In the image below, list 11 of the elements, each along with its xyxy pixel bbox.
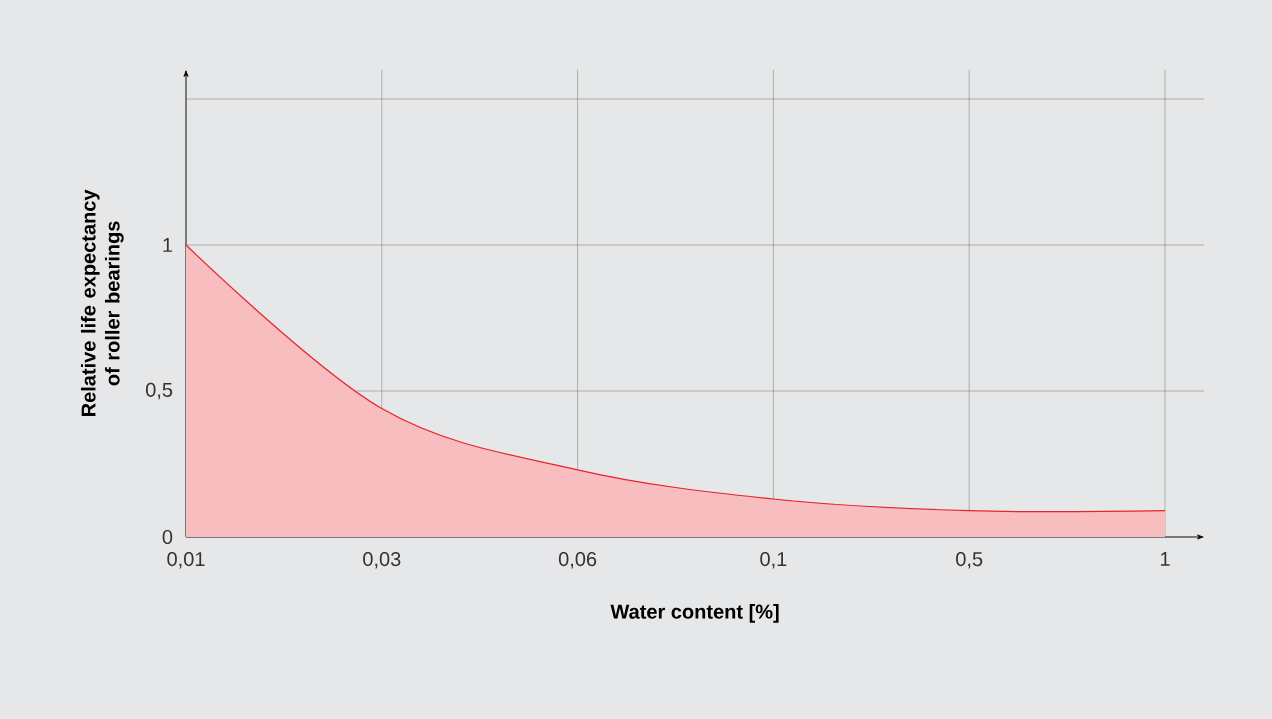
y-tick-label: 1 [163, 238, 173, 252]
x-tick-label: 0,06 [558, 551, 597, 569]
x-axis-title: Water content [%] [610, 604, 779, 623]
y-tick-label: 0 [162, 529, 173, 545]
x-tick-label: 1 [1160, 551, 1170, 566]
x-tick-label: 0,1 [760, 551, 787, 569]
x-tick-label: 0,5 [956, 551, 983, 569]
y-axis-title: Relative life expectancy of roller bearings [80, 189, 124, 416]
y-tick-label: 0,5 [145, 382, 173, 400]
x-tick-label: 0,03 [363, 551, 401, 569]
x-tick-label: 0,01 [167, 551, 205, 569]
